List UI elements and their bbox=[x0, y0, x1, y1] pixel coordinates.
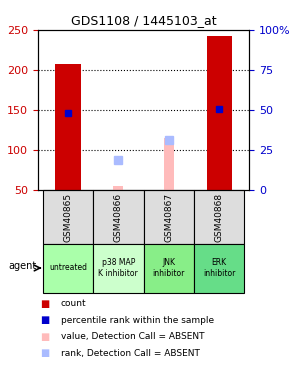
Text: ERK
inhibitor: ERK inhibitor bbox=[203, 258, 235, 278]
Text: count: count bbox=[61, 299, 86, 308]
Text: JNK
inhibitor: JNK inhibitor bbox=[153, 258, 185, 278]
Bar bbox=[164, 138, 174, 190]
Text: value, Detection Call = ABSENT: value, Detection Call = ABSENT bbox=[61, 332, 204, 341]
FancyBboxPatch shape bbox=[194, 190, 244, 243]
Bar bbox=[113, 186, 123, 190]
Text: GSM40865: GSM40865 bbox=[64, 192, 72, 242]
FancyBboxPatch shape bbox=[93, 190, 144, 243]
FancyBboxPatch shape bbox=[43, 190, 93, 243]
FancyBboxPatch shape bbox=[43, 243, 93, 292]
Text: ■: ■ bbox=[41, 315, 50, 325]
Title: GDS1108 / 1445103_at: GDS1108 / 1445103_at bbox=[71, 15, 216, 27]
Text: percentile rank within the sample: percentile rank within the sample bbox=[61, 316, 214, 325]
FancyBboxPatch shape bbox=[144, 243, 194, 292]
Text: ■: ■ bbox=[41, 299, 50, 309]
Text: p38 MAP
K inhibitor: p38 MAP K inhibitor bbox=[99, 258, 138, 278]
Text: ■: ■ bbox=[41, 332, 50, 342]
Text: ■: ■ bbox=[41, 348, 50, 358]
Text: agent: agent bbox=[8, 261, 37, 271]
Text: rank, Detection Call = ABSENT: rank, Detection Call = ABSENT bbox=[61, 349, 200, 358]
Bar bbox=[55, 64, 81, 190]
Text: untreated: untreated bbox=[49, 264, 87, 273]
FancyBboxPatch shape bbox=[144, 190, 194, 243]
Text: GSM40866: GSM40866 bbox=[114, 192, 123, 242]
FancyBboxPatch shape bbox=[194, 243, 244, 292]
Text: GSM40867: GSM40867 bbox=[164, 192, 173, 242]
Bar bbox=[206, 36, 232, 190]
FancyBboxPatch shape bbox=[93, 243, 144, 292]
Text: GSM40868: GSM40868 bbox=[215, 192, 224, 242]
